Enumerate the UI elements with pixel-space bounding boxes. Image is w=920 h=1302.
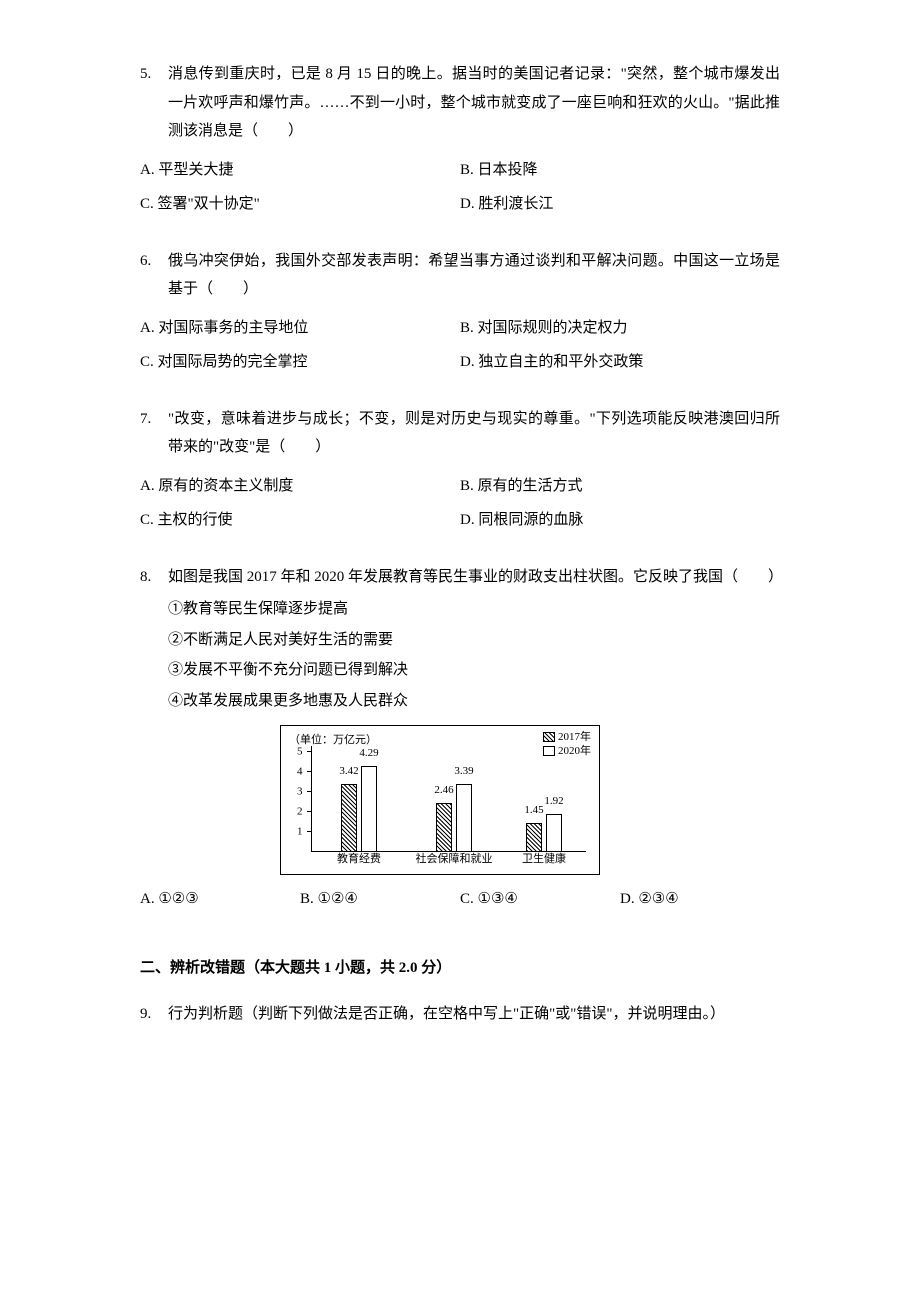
x-category-label: 教育经费 [337, 849, 381, 870]
chart-plot-area: 123453.424.292.463.391.451.92 [311, 752, 586, 852]
question-header: 9. 行为判析题（判断下列做法是否正确，在空格中写上"正确"或"错误"，并说明理… [140, 1000, 780, 1029]
question-6: 6. 俄乌冲突伊始，我国外交部发表声明：希望当事方通过谈判和平解决问题。中国这一… [140, 247, 780, 377]
question-stem: 消息传到重庆时，已是 8 月 15 日的晚上。据当时的美国记者记录："突然，整个… [168, 60, 780, 146]
question-header: 6. 俄乌冲突伊始，我国外交部发表声明：希望当事方通过谈判和平解决问题。中国这一… [140, 247, 780, 304]
y-tick-mark [307, 831, 311, 832]
option-a[interactable]: A. 原有的资本主义制度 [140, 472, 460, 501]
option-c[interactable]: C. ①③④ [460, 885, 620, 914]
y-tick-mark [307, 791, 311, 792]
bar-series1 [436, 803, 452, 852]
y-tick-label: 4 [297, 762, 303, 783]
y-axis [311, 746, 312, 852]
option-d[interactable]: D. 独立自主的和平外交政策 [460, 348, 780, 377]
option-c[interactable]: C. 对国际局势的完全掌控 [140, 348, 460, 377]
question-stem: 如图是我国 2017 年和 2020 年发展教育等民生事业的财政支出柱状图。它反… [168, 563, 780, 592]
y-tick-label: 3 [297, 782, 303, 803]
question-header: 8. 如图是我国 2017 年和 2020 年发展教育等民生事业的财政支出柱状图… [140, 563, 780, 592]
bar-series2 [546, 814, 562, 852]
question-stem: "改变，意味着进步与成长；不变，则是对历史与现实的尊重。"下列选项能反映港澳回归… [168, 405, 780, 462]
sub-1: ①教育等民生保障逐步提高 [168, 595, 780, 624]
bar-chart-container: （单位：万亿元） 2017年 2020年 123453.424.292.463.… [280, 725, 780, 875]
option-c[interactable]: C. 主权的行使 [140, 506, 460, 535]
question-number: 5. [140, 60, 168, 89]
bar-series2 [361, 766, 377, 852]
x-category-label: 社会保障和就业 [416, 849, 493, 870]
legend-item-2017: 2017年 [543, 730, 591, 744]
option-c[interactable]: C. 签署"双十协定" [140, 190, 460, 219]
option-a[interactable]: A. ①②③ [140, 885, 300, 914]
bar-series2 [456, 784, 472, 852]
sub-4: ④改革发展成果更多地惠及人民群众 [168, 687, 780, 716]
option-d[interactable]: D. ②③④ [620, 885, 780, 914]
y-tick-mark [307, 771, 311, 772]
bar-value-label: 1.92 [534, 791, 574, 812]
option-d[interactable]: D. 同根同源的血脉 [460, 506, 780, 535]
option-b[interactable]: B. 日本投降 [460, 156, 780, 185]
sub-2: ②不断满足人民对美好生活的需要 [168, 626, 780, 655]
question-header: 7. "改变，意味着进步与成长；不变，则是对历史与现实的尊重。"下列选项能反映港… [140, 405, 780, 462]
option-b[interactable]: B. 对国际规则的决定权力 [460, 314, 780, 343]
options: A. ①②③ B. ①②④ C. ①③④ D. ②③④ [140, 885, 780, 914]
option-b[interactable]: B. ①②④ [300, 885, 460, 914]
question-7: 7. "改变，意味着进步与成长；不变，则是对历史与现实的尊重。"下列选项能反映港… [140, 405, 780, 535]
question-number: 9. [140, 1000, 168, 1029]
option-d[interactable]: D. 胜利渡长江 [460, 190, 780, 219]
y-tick-label: 1 [297, 822, 303, 843]
question-stem: 俄乌冲突伊始，我国外交部发表声明：希望当事方通过谈判和平解决问题。中国这一立场是… [168, 247, 780, 304]
x-category-label: 卫生健康 [522, 849, 566, 870]
question-8: 8. 如图是我国 2017 年和 2020 年发展教育等民生事业的财政支出柱状图… [140, 563, 780, 914]
question-header: 5. 消息传到重庆时，已是 8 月 15 日的晚上。据当时的美国记者记录："突然… [140, 60, 780, 146]
legend-swatch-hatched-icon [543, 732, 555, 742]
option-a[interactable]: A. 平型关大捷 [140, 156, 460, 185]
bar-chart: （单位：万亿元） 2017年 2020年 123453.424.292.463.… [280, 725, 600, 875]
question-number: 7. [140, 405, 168, 434]
options: A. 原有的资本主义制度 B. 原有的生活方式 C. 主权的行使 D. 同根同源… [140, 472, 780, 535]
y-tick-label: 5 [297, 742, 303, 763]
options: A. 对国际事务的主导地位 B. 对国际规则的决定权力 C. 对国际局势的完全掌… [140, 314, 780, 377]
question-stem: 行为判析题（判断下列做法是否正确，在空格中写上"正确"或"错误"，并说明理由。） [168, 1000, 780, 1029]
options: A. 平型关大捷 B. 日本投降 C. 签署"双十协定" D. 胜利渡长江 [140, 156, 780, 219]
option-b[interactable]: B. 原有的生活方式 [460, 472, 780, 501]
question-number: 8. [140, 563, 168, 592]
y-tick-mark [307, 811, 311, 812]
bar-value-label: 3.39 [444, 761, 484, 782]
legend-label: 2017年 [558, 730, 591, 744]
option-a[interactable]: A. 对国际事务的主导地位 [140, 314, 460, 343]
y-tick-mark [307, 751, 311, 752]
question-5: 5. 消息传到重庆时，已是 8 月 15 日的晚上。据当时的美国记者记录："突然… [140, 60, 780, 219]
question-number: 6. [140, 247, 168, 276]
sub-3: ③发展不平衡不充分问题已得到解决 [168, 656, 780, 685]
bar-series1 [526, 823, 542, 852]
question-substatements: ①教育等民生保障逐步提高 ②不断满足人民对美好生活的需要 ③发展不平衡不充分问题… [168, 595, 780, 715]
bar-value-label: 4.29 [349, 743, 389, 764]
question-9: 9. 行为判析题（判断下列做法是否正确，在空格中写上"正确"或"错误"，并说明理… [140, 1000, 780, 1029]
bar-series1 [341, 784, 357, 852]
y-tick-label: 2 [297, 802, 303, 823]
section-2-title: 二、辨析改错题（本大题共 1 小题，共 2.0 分） [140, 954, 780, 983]
